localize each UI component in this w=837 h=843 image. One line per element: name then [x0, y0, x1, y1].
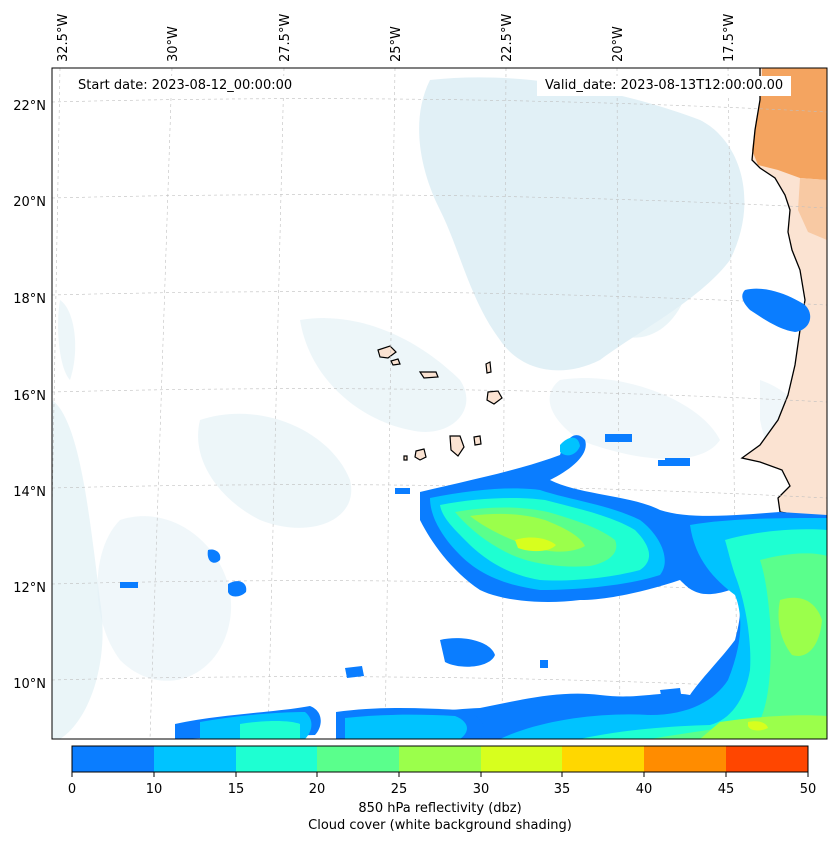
colorbar-frame — [71, 745, 809, 773]
colorbar-tick-35: 35 — [553, 782, 571, 797]
colorbar-segment-7 — [562, 746, 644, 772]
colorbar-segment-3 — [236, 746, 317, 772]
lon-label-7: 17.5°W — [722, 14, 737, 62]
colorbar-tick-40: 40 — [635, 782, 653, 797]
latitude-labels: 22°N 20°N 18°N 16°N 14°N 12°N 10°N — [13, 99, 46, 692]
lon-label-1: 32.5°W — [56, 14, 71, 62]
desert-warm-area — [752, 68, 827, 180]
colorbar — [71, 745, 809, 777]
colorbar-segment-2 — [154, 746, 236, 772]
colorbar-segment-5 — [399, 746, 481, 772]
lon-label-6: 20°W — [611, 26, 626, 62]
lat-label-1: 22°N — [13, 99, 46, 114]
desert-light-area — [798, 178, 827, 240]
colorbar-tick-20: 20 — [308, 782, 326, 797]
colorbar-tick-10: 10 — [145, 782, 163, 797]
colorbar-tick-50: 50 — [799, 782, 817, 797]
lon-label-2: 30°W — [166, 26, 181, 62]
lon-label-4: 25°W — [389, 26, 404, 62]
lon-label-5: 22.5°W — [500, 14, 515, 62]
colorbar-tick-0: 0 — [67, 782, 77, 797]
reflectivity-30-35 — [515, 537, 768, 731]
valid-date-label: Valid_date: 2023-08-13T12:00:00.00 — [537, 76, 792, 96]
map-frame — [51, 67, 828, 740]
graticule — [52, 68, 827, 739]
cloud-cover-shading — [52, 77, 827, 739]
colorbar-tick-30: 30 — [472, 782, 490, 797]
lat-label-2: 20°N — [13, 195, 46, 210]
colorbar-tick-45: 45 — [717, 782, 735, 797]
cape-verde-islands — [377, 345, 503, 461]
colorbar-segment-8 — [644, 746, 726, 772]
colorbar-title: 850 hPa reflectivity (dbz) — [358, 801, 522, 816]
lon-label-3: 27.5°W — [278, 14, 293, 62]
longitude-labels: 32.5°W 30°W 27.5°W 25°W 22.5°W 20°W 17.5… — [56, 14, 737, 62]
colorbar-segment-6 — [481, 746, 562, 772]
colorbar-segment-9 — [726, 746, 808, 772]
lat-label-6: 12°N — [13, 581, 46, 596]
colorbar-segment-4 — [317, 746, 399, 772]
lat-label-5: 14°N — [13, 485, 46, 500]
colorbar-subtitle: Cloud cover (white background shading) — [308, 818, 572, 833]
colorbar-segment-1 — [72, 746, 154, 772]
lat-label-7: 10°N — [13, 677, 46, 692]
colorbar-tick-25: 25 — [390, 782, 408, 797]
lat-label-3: 18°N — [13, 292, 46, 307]
colorbar-tick-15: 15 — [227, 782, 245, 797]
start-date-label: Start date: 2023-08-12_00:00:00 — [70, 76, 301, 96]
lat-label-4: 16°N — [13, 389, 46, 404]
